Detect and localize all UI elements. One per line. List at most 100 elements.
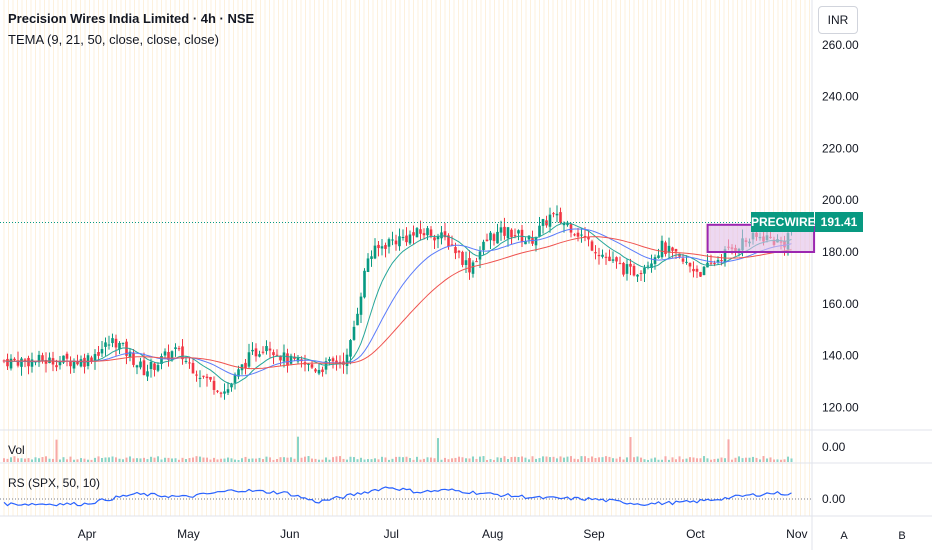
volume-bar <box>321 459 324 462</box>
currency-button[interactable]: INR <box>818 6 858 34</box>
candle <box>576 232 580 237</box>
volume-bar <box>118 458 121 462</box>
volume-bar <box>90 459 93 462</box>
volume-bar <box>433 458 436 462</box>
candle <box>41 355 44 362</box>
candle <box>412 232 415 236</box>
volume-bar <box>461 457 464 462</box>
volume-bar <box>136 458 138 462</box>
volume-bar <box>339 456 341 462</box>
volume-bar <box>706 458 709 462</box>
volume-bar <box>752 456 754 462</box>
symbol-title[interactable]: Precision Wires India Limited · 4h · NSE <box>8 11 255 26</box>
volume-bar <box>202 457 205 462</box>
volume-bar <box>220 458 222 462</box>
volume-bar <box>538 458 541 462</box>
volume-bar <box>710 459 712 462</box>
volume-bar <box>244 456 247 462</box>
volume-bar <box>542 456 544 462</box>
candle <box>174 347 177 350</box>
b-button[interactable]: B <box>898 530 906 542</box>
candle <box>223 391 226 394</box>
volume-bar <box>192 457 194 462</box>
candle <box>552 213 555 215</box>
candle <box>230 383 233 388</box>
candle <box>177 348 181 350</box>
candle <box>261 351 265 353</box>
candle <box>608 256 611 262</box>
volume-bar <box>675 459 677 462</box>
candle <box>251 349 254 352</box>
candle <box>566 223 569 226</box>
candle <box>111 338 114 344</box>
volume-bar <box>570 456 572 462</box>
candle <box>125 341 128 356</box>
volume-bar <box>360 457 362 462</box>
volume-bar <box>514 456 516 462</box>
candle <box>422 233 426 236</box>
auto-scale-button[interactable]: A <box>840 530 848 542</box>
candle <box>660 240 664 258</box>
candle <box>20 358 23 367</box>
candle <box>226 389 230 393</box>
time-axis-tick-label: Oct <box>686 527 705 541</box>
volume-bar <box>657 459 660 462</box>
volume-bar <box>251 458 254 462</box>
candle <box>646 265 650 267</box>
volume-bar <box>780 459 782 462</box>
candle <box>454 247 457 254</box>
volume-bar <box>55 439 58 462</box>
volume-bar <box>741 458 744 462</box>
volume-bar <box>668 459 670 462</box>
tema-mid-line <box>3 228 792 377</box>
volume-bar <box>615 458 618 462</box>
candle <box>356 313 359 326</box>
price-axis-tick-label: 260.00 <box>822 38 859 52</box>
volume-bar <box>367 459 369 462</box>
volume-pane-label[interactable]: Vol <box>8 443 25 457</box>
candle <box>16 360 20 366</box>
volume-bar <box>727 439 730 462</box>
candle <box>468 258 471 273</box>
volume-bar <box>587 458 590 462</box>
candle <box>391 239 394 241</box>
volume-bar <box>524 457 527 462</box>
volume-bar <box>139 458 142 462</box>
volume-bar <box>346 459 348 462</box>
volume-bar <box>101 458 103 462</box>
candle <box>314 369 317 372</box>
candle <box>643 267 646 274</box>
volume-bar <box>171 458 173 462</box>
volume-bar <box>489 459 492 462</box>
candle <box>475 261 478 263</box>
candle <box>373 245 377 259</box>
candle <box>349 340 352 357</box>
volume-bar <box>773 459 775 462</box>
volume-bar <box>314 458 317 462</box>
volume-bar <box>370 459 373 462</box>
candle <box>548 214 552 227</box>
candle <box>559 212 562 223</box>
volume-bar <box>395 456 397 462</box>
volume-bar <box>531 456 534 462</box>
volume-bar <box>678 456 681 462</box>
price-axis-tick-label: 200.00 <box>822 193 859 207</box>
tema-indicator-legend[interactable]: TEMA (9, 21, 50, close, close, close) <box>8 32 219 47</box>
candle <box>153 363 156 370</box>
volume-bar <box>325 457 327 462</box>
candle <box>499 227 503 233</box>
candle <box>688 262 692 267</box>
volume-bar <box>300 457 303 462</box>
candle <box>636 274 639 277</box>
rs-pane-label[interactable]: RS (SPX, 50, 10) <box>8 476 101 490</box>
candle <box>692 268 695 272</box>
volume-bar <box>640 457 642 462</box>
volume-bar <box>671 457 674 462</box>
candle <box>149 361 153 370</box>
volume-bar <box>566 456 569 462</box>
candle <box>205 376 209 379</box>
candle <box>163 351 167 356</box>
volume-bar <box>650 458 653 462</box>
